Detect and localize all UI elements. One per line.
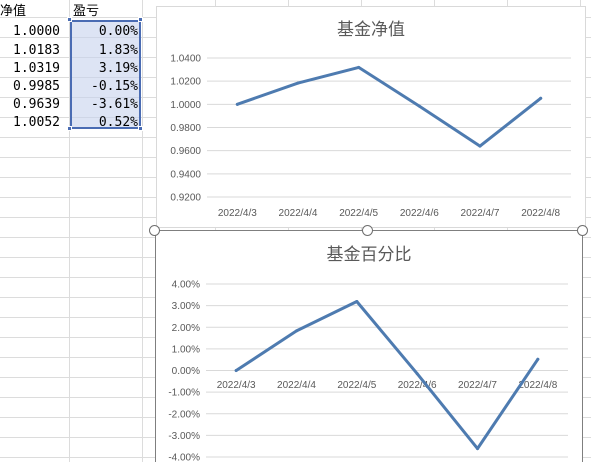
x-tick-label: 2022/4/5 (339, 208, 378, 219)
chart-title: 基金百分比 (327, 245, 412, 265)
y-tick-label: 0.9800 (170, 123, 201, 134)
pnl-cell[interactable]: -0.15% (91, 79, 138, 94)
data-point (417, 104, 421, 108)
y-tick-label: -2.00% (168, 409, 200, 420)
cell-selection-range[interactable] (70, 20, 141, 129)
nav-cell[interactable]: 1.0319 (13, 61, 60, 76)
nav-cell[interactable]: 1.0183 (13, 43, 60, 58)
data-point (539, 96, 543, 100)
percent-line-chart[interactable]: 基金百分比 -4.00% -3.00% -2.00% -1.00% 0.00% 1.00%… (155, 230, 583, 462)
column-divider (69, 0, 70, 462)
percent-chart-canvas: 基金百分比 -4.00% -3.00% -2.00% -1.00% 0.00% 1.00%… (168, 245, 568, 462)
nav-line-chart[interactable]: 基金净值 0.9200 0.9400 0.9600 0.9800 1.0000 1.020… (156, 6, 586, 228)
chart-title: 基金净值 (337, 20, 405, 40)
data-point (296, 81, 300, 85)
nav-cell[interactable]: 1.0000 (13, 24, 60, 39)
header-cell-nav[interactable]: 净值 (0, 4, 27, 19)
data-point (415, 372, 419, 376)
chart-resize-handle[interactable] (577, 225, 588, 236)
y-tick-label: 0.9200 (170, 193, 201, 204)
y-tick-label: 3.00% (172, 301, 200, 312)
pnl-cell[interactable]: 0.52% (98, 115, 138, 130)
y-tick-label: 1.0000 (170, 100, 201, 111)
nav-cell[interactable]: 0.9639 (13, 97, 60, 112)
x-tick-label: 2022/4/6 (400, 208, 439, 219)
x-tick-label: 2022/4/3 (218, 208, 257, 219)
data-point (295, 329, 298, 333)
x-tick-label: 2022/4/6 (398, 380, 437, 391)
nav-cell[interactable]: 0.9985 (13, 79, 60, 94)
data-point (234, 369, 238, 372)
selection-handle[interactable] (138, 126, 143, 131)
x-tick-label: 2022/4/5 (337, 380, 376, 391)
pnl-cell[interactable]: 3.19% (98, 61, 138, 76)
y-tick-label: 1.0200 (170, 77, 201, 88)
column-divider (142, 0, 143, 462)
data-point (357, 65, 361, 69)
y-tick-label: -1.00% (168, 388, 200, 399)
y-tick-label: -4.00% (168, 453, 200, 462)
data-point (536, 357, 540, 361)
y-tick-label: 1.00% (172, 344, 200, 355)
nav-cell[interactable]: 1.0052 (13, 115, 60, 130)
x-tick-label: 2022/4/4 (277, 380, 316, 391)
header-cell-pnl[interactable]: 盈亏 (73, 4, 100, 19)
x-tick-label: 2022/4/8 (521, 208, 560, 219)
y-tick-label: 0.9600 (170, 146, 201, 157)
x-tick-label: 2022/4/3 (217, 380, 256, 391)
y-tick-label: 1.0400 (170, 54, 201, 65)
y-tick-label: -3.00% (168, 431, 200, 442)
selection-handle[interactable] (67, 126, 72, 131)
y-tick-label: 0.9400 (170, 169, 201, 180)
data-point (235, 102, 239, 106)
series-line (235, 65, 543, 148)
data-point (476, 447, 479, 451)
y-tick-label: 0.00% (172, 366, 200, 377)
series-line (234, 300, 540, 451)
data-point (355, 300, 359, 304)
chart-resize-handle[interactable] (362, 225, 373, 236)
chart-resize-handle[interactable] (149, 225, 160, 236)
selection-handle[interactable] (138, 17, 143, 22)
pnl-cell[interactable]: 1.83% (98, 43, 138, 58)
x-tick-label: 2022/4/7 (461, 208, 500, 219)
x-tick-label: 2022/4/7 (458, 380, 497, 391)
y-tick-label: 4.00% (172, 280, 200, 291)
nav-chart-canvas: 基金净值 0.9200 0.9400 0.9600 0.9800 1.0000 1.020… (170, 20, 571, 219)
data-point (478, 144, 482, 148)
x-tick-label: 2022/4/4 (279, 208, 318, 219)
selection-handle[interactable] (67, 17, 72, 22)
pnl-cell[interactable]: -3.61% (91, 97, 138, 112)
pnl-cell[interactable]: 0.00% (98, 24, 138, 39)
x-tick-label: 2022/4/8 (518, 380, 557, 391)
y-tick-label: 2.00% (172, 323, 200, 334)
